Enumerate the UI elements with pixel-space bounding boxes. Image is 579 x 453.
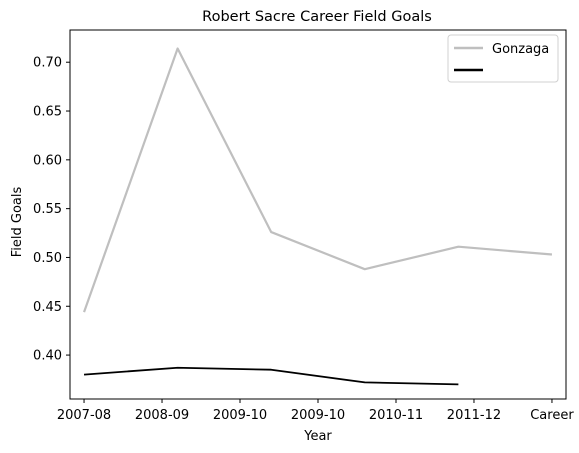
x-tick-label-5: 2011-12 bbox=[447, 408, 501, 423]
y-tick-label-4: 0.60 bbox=[33, 153, 62, 168]
plot-area bbox=[69, 29, 567, 400]
y-tick-label-0: 0.40 bbox=[33, 349, 62, 364]
series-line-2 bbox=[83, 366, 459, 386]
x-axis: 2007-08 2008-09 2009-10 2009-10 2010-11 2011-… bbox=[57, 399, 574, 423]
legend-label-1: Gonzaga bbox=[492, 42, 549, 57]
x-tick-label-1: 2008-09 bbox=[135, 408, 189, 423]
x-tick-label-4: 2010-11 bbox=[369, 408, 423, 423]
plot-frame bbox=[69, 29, 567, 400]
chart-title: Robert Sacre Career Field Goals bbox=[202, 9, 432, 25]
x-tick-label-2: 2009-10 bbox=[213, 408, 267, 423]
series-layer bbox=[83, 47, 553, 386]
y-axis: 0.40 0.45 0.50 0.55 0.60 0.65 0.70 bbox=[33, 56, 70, 364]
y-axis-label: Field Goals bbox=[10, 187, 25, 258]
y-tick-label-5: 0.65 bbox=[33, 105, 62, 120]
y-tick-label-2: 0.50 bbox=[33, 251, 62, 266]
y-tick-label-3: 0.55 bbox=[33, 202, 62, 217]
series-line-1 bbox=[83, 47, 553, 313]
x-tick-label-6: Career bbox=[530, 408, 574, 423]
y-tick-label-1: 0.45 bbox=[33, 300, 62, 315]
x-tick-label-0: 2007-08 bbox=[57, 408, 111, 423]
legend: Gonzaga bbox=[447, 34, 559, 83]
x-axis-label: Year bbox=[303, 429, 332, 444]
x-tick-label-3: 2009-10 bbox=[291, 408, 345, 423]
y-tick-label-6: 0.70 bbox=[33, 56, 62, 71]
